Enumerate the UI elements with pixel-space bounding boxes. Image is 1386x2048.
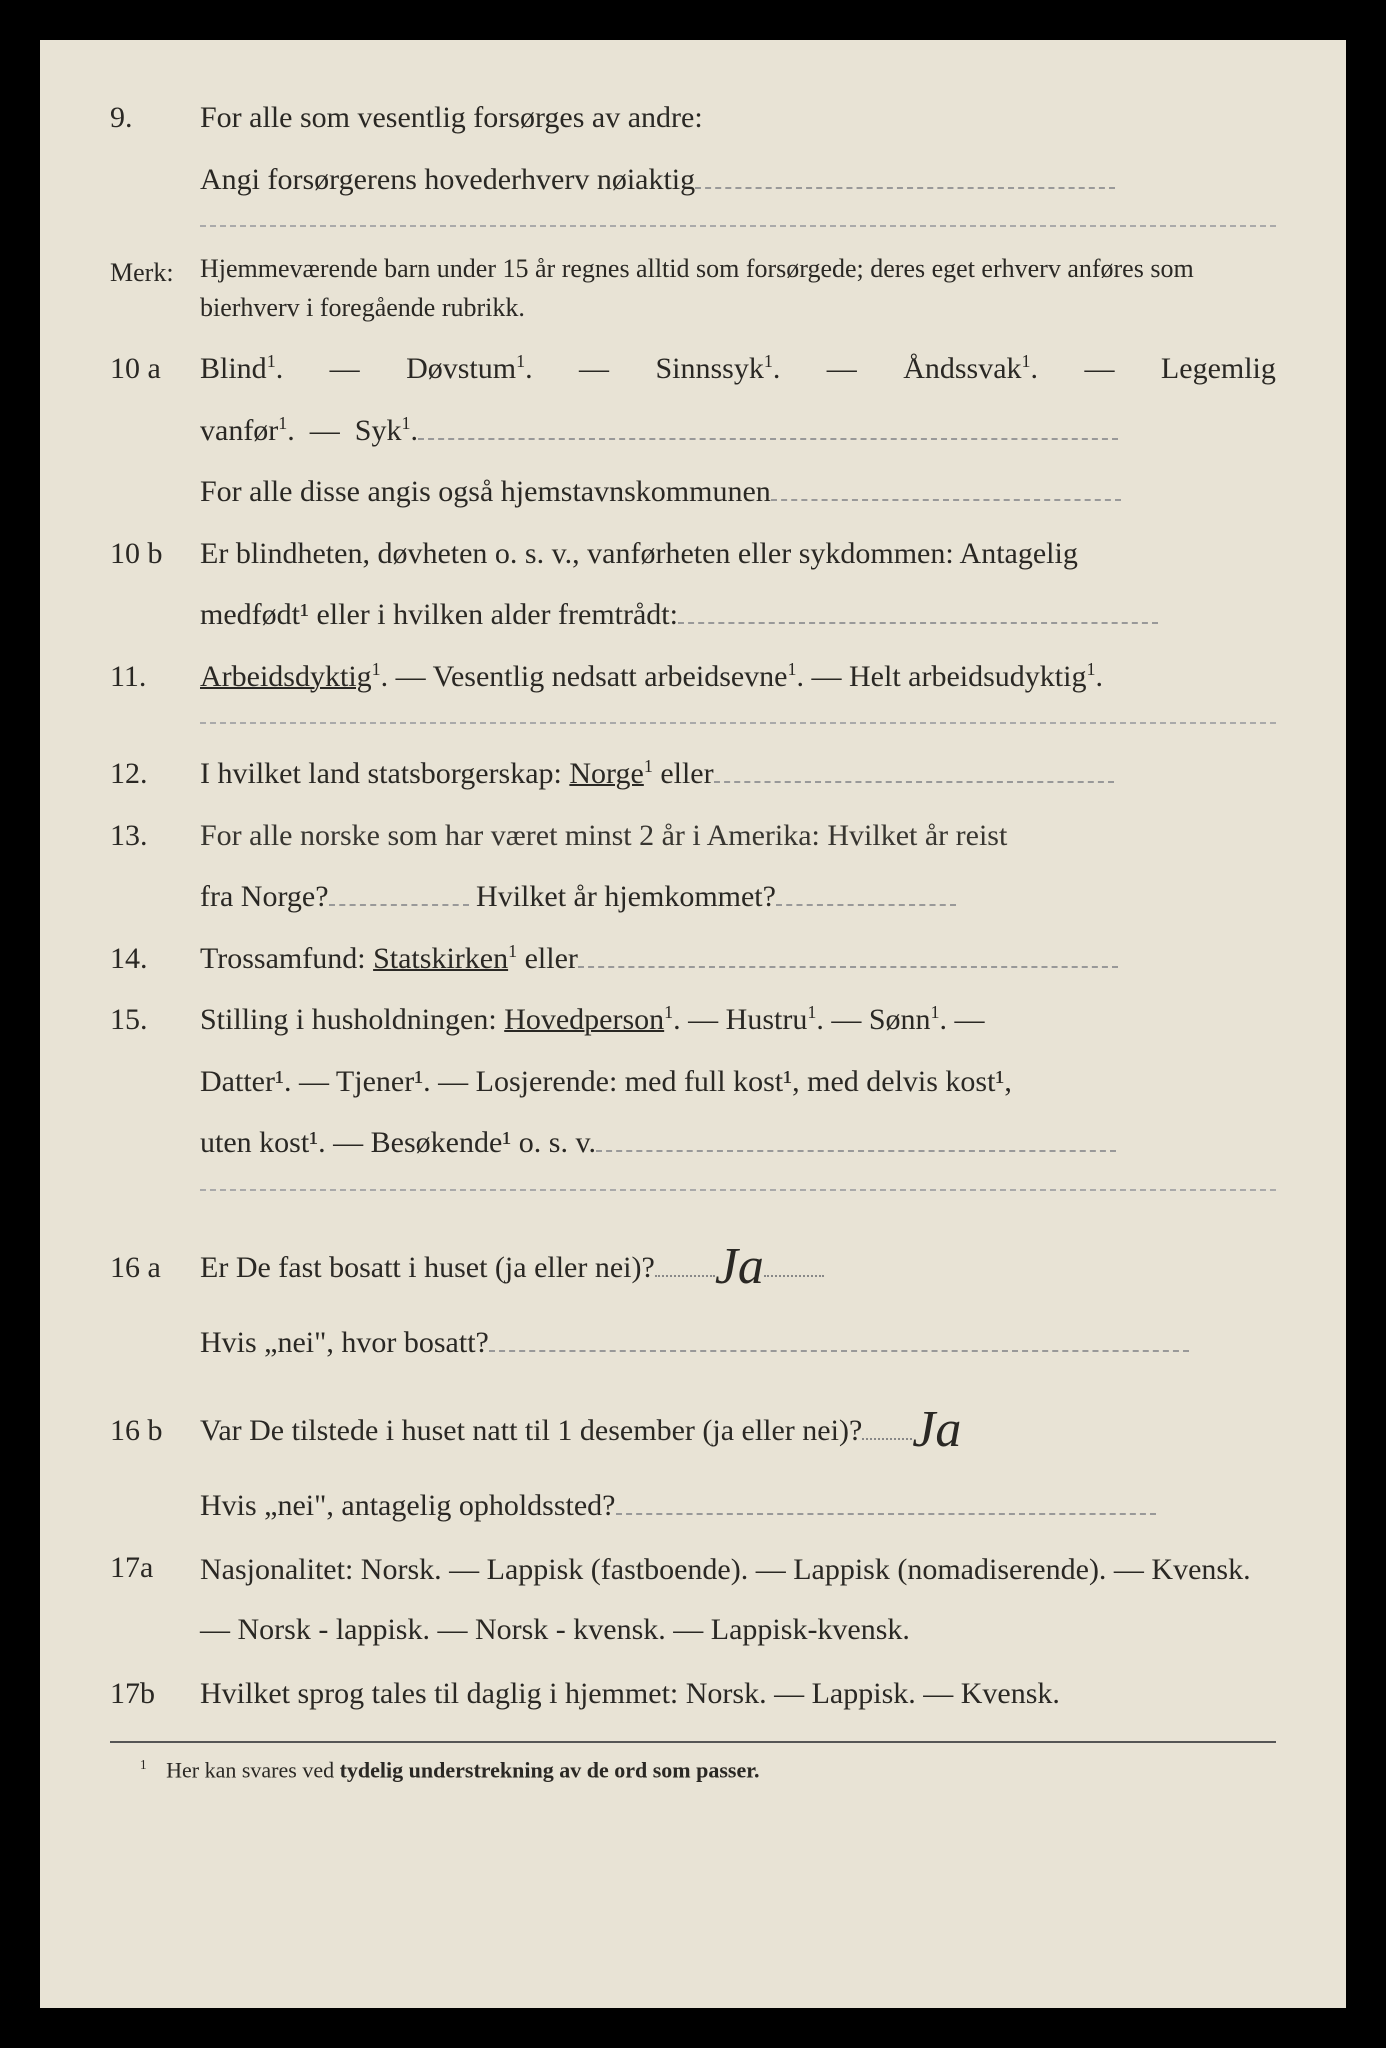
item-14-pre: Trossamfund: bbox=[200, 942, 373, 975]
opt-sinnssyk: Sinnssyk bbox=[655, 352, 763, 385]
merk-text: Hjemmeværende barn under 15 år regnes al… bbox=[200, 249, 1276, 327]
opt-andssvak: Åndssvak bbox=[903, 352, 1021, 385]
fill-line[interactable] bbox=[418, 438, 1118, 440]
item-10b-text1: Er blindheten, døvheten o. s. v., vanfør… bbox=[200, 526, 1276, 582]
item-12-pre: I hvilket land statsborgerskap: bbox=[200, 757, 562, 790]
item-14-post: eller bbox=[517, 942, 578, 975]
merk-row: Merk: Hjemmeværende barn under 15 år reg… bbox=[110, 249, 1276, 327]
divider bbox=[200, 722, 1276, 724]
item-9-text1: For alle som vesentlig forsørges av andr… bbox=[200, 90, 1276, 146]
fill-line[interactable] bbox=[678, 622, 1158, 624]
item-10b-line2: medfødt¹ eller i hvilken alder fremtrådt… bbox=[110, 587, 1276, 643]
item-13-line1: 13. For alle norske som har været minst … bbox=[110, 808, 1276, 864]
item-16b-q2: Hvis „nei", antagelig opholdssted? bbox=[200, 1489, 616, 1522]
item-13-text1: For alle norske som har været minst 2 år… bbox=[200, 808, 1276, 864]
opt-blind: Blind bbox=[200, 352, 267, 385]
fill-line[interactable] bbox=[596, 1150, 1116, 1152]
item-11-end: . — Helt arbeidsudyktig bbox=[797, 660, 1087, 693]
item-16b-q1: Var De tilstede i huset natt til 1 desem… bbox=[200, 1414, 862, 1447]
footnote-bold: tydelig understrekning av de ord som pas… bbox=[340, 1758, 760, 1783]
fill-line[interactable] bbox=[776, 904, 956, 906]
handwritten-answer-16b: Ja bbox=[912, 1401, 961, 1458]
item-17a-number: 17a bbox=[110, 1540, 200, 1596]
fill-line[interactable] bbox=[771, 499, 1121, 501]
item-16a-number: 16 a bbox=[110, 1240, 200, 1296]
item-14-number: 14. bbox=[110, 931, 200, 987]
item-16a-q1: Er De fast bosatt i huset (ja eller nei)… bbox=[200, 1251, 655, 1284]
fill-line[interactable] bbox=[489, 1350, 1189, 1352]
footnote-marker: 1 bbox=[140, 1757, 147, 1772]
fill-line[interactable] bbox=[714, 781, 1114, 783]
item-16b-line1: 16 b Var De tilstede i huset natt til 1 … bbox=[110, 1376, 1276, 1472]
item-10a-line3: For alle disse angis også hjemstavnskomm… bbox=[110, 464, 1276, 520]
item-16b-line2: Hvis „nei", antagelig opholdssted? bbox=[110, 1478, 1276, 1534]
item-11-mid: — Vesentlig nedsatt arbeidsevne bbox=[388, 660, 787, 693]
fill-line[interactable] bbox=[329, 904, 469, 906]
item-13-q2: Hvilket år hjemkommet? bbox=[476, 880, 776, 913]
item-16a-line1: 16 a Er De fast bosatt i huset (ja eller… bbox=[110, 1213, 1276, 1309]
opt-norge-underlined: Norge bbox=[569, 757, 643, 790]
item-16a-line2: Hvis „nei", hvor bosatt? bbox=[110, 1315, 1276, 1371]
item-10a-line2: vanfør1. — Syk1. bbox=[110, 403, 1276, 459]
merk-label: Merk: bbox=[110, 249, 200, 297]
item-16a-q2: Hvis „nei", hvor bosatt? bbox=[200, 1326, 489, 1359]
item-9-line2: Angi forsørgerens hovederhverv nøiaktig bbox=[110, 152, 1276, 208]
item-10b-line1: 10 b Er blindheten, døvheten o. s. v., v… bbox=[110, 526, 1276, 582]
fill-line[interactable] bbox=[616, 1513, 1156, 1515]
item-17b: 17b Hvilket sprog tales til daglig i hje… bbox=[110, 1666, 1276, 1722]
item-12-post: eller bbox=[660, 757, 713, 790]
document-page: 9. For alle som vesentlig forsørges av a… bbox=[40, 40, 1346, 2008]
item-10b-text2: medfødt¹ eller i hvilken alder fremtrådt… bbox=[200, 598, 678, 631]
item-15-line1: 15. Stilling i husholdningen: Hovedperso… bbox=[110, 992, 1276, 1048]
item-17b-text: Hvilket sprog tales til daglig i hjemmet… bbox=[200, 1666, 1276, 1722]
item-13-number: 13. bbox=[110, 808, 200, 864]
opt-statskirken-underlined: Statskirken bbox=[373, 942, 508, 975]
item-15-text2: Datter¹. — Tjener¹. — Losjerende: med fu… bbox=[200, 1054, 1276, 1110]
item-12-number: 12. bbox=[110, 746, 200, 802]
opt-vanfor: vanfør bbox=[200, 414, 278, 447]
item-10a-line1: 10 a Blind1. — Døvstum1. — Sinnssyk1. — … bbox=[110, 341, 1276, 397]
handwritten-answer-16a: Ja bbox=[715, 1238, 764, 1295]
fill-line[interactable] bbox=[578, 966, 1118, 968]
divider bbox=[200, 225, 1276, 227]
item-11: 11. Arbeidsdyktig1. — Vesentlig nedsatt … bbox=[110, 649, 1276, 705]
item-10a-text3: For alle disse angis også hjemstavnskomm… bbox=[200, 475, 771, 508]
opt-hustru: . — Hustru bbox=[673, 1003, 807, 1036]
item-10a-number: 10 a bbox=[110, 341, 200, 397]
footnote: 1 Her kan svares ved tydelig understrekn… bbox=[110, 1757, 1276, 1783]
item-9-text2: Angi forsørgerens hovederhverv nøiaktig bbox=[200, 163, 695, 196]
opt-sonn: . — Sønn bbox=[816, 1003, 930, 1036]
item-17a-text: Nasjonalitet: Norsk. — Lappisk (fastboen… bbox=[200, 1540, 1276, 1660]
item-9-number: 9. bbox=[110, 90, 200, 146]
item-13-line2: fra Norge? Hvilket år hjemkommet? bbox=[110, 869, 1276, 925]
item-14: 14. Trossamfund: Statskirken1 eller bbox=[110, 931, 1276, 987]
item-15-number: 15. bbox=[110, 992, 200, 1048]
fill-line[interactable] bbox=[695, 187, 1115, 189]
footnote-text: Her kan svares ved bbox=[166, 1758, 340, 1783]
opt-hovedperson-underlined: Hovedperson bbox=[504, 1003, 664, 1036]
item-15-line2: Datter¹. — Tjener¹. — Losjerende: med fu… bbox=[110, 1054, 1276, 1110]
item-17a: 17a Nasjonalitet: Norsk. — Lappisk (fast… bbox=[110, 1540, 1276, 1660]
item-15-pre: Stilling i husholdningen: bbox=[200, 1003, 504, 1036]
item-16b-number: 16 b bbox=[110, 1403, 200, 1459]
opt-arbeidsdyktig-underlined: Arbeidsdyktig bbox=[200, 660, 372, 693]
item-9-line1: 9. For alle som vesentlig forsørges av a… bbox=[110, 90, 1276, 146]
footnote-divider bbox=[110, 1741, 1276, 1743]
opt-legemlig: Legemlig bbox=[1161, 341, 1276, 397]
item-15-line3: uten kost¹. — Besøkende¹ o. s. v. bbox=[110, 1115, 1276, 1171]
opt-dovstum: Døvstum bbox=[406, 352, 516, 385]
item-12: 12. I hvilket land statsborgerskap: Norg… bbox=[110, 746, 1276, 802]
divider bbox=[200, 1189, 1276, 1191]
item-13-q1: fra Norge? bbox=[200, 880, 329, 913]
opt-syk: Syk bbox=[355, 414, 402, 447]
item-11-number: 11. bbox=[110, 649, 200, 705]
item-10b-number: 10 b bbox=[110, 526, 200, 582]
item-15-text3: uten kost¹. — Besøkende¹ o. s. v. bbox=[200, 1126, 596, 1159]
item-17b-number: 17b bbox=[110, 1666, 200, 1722]
